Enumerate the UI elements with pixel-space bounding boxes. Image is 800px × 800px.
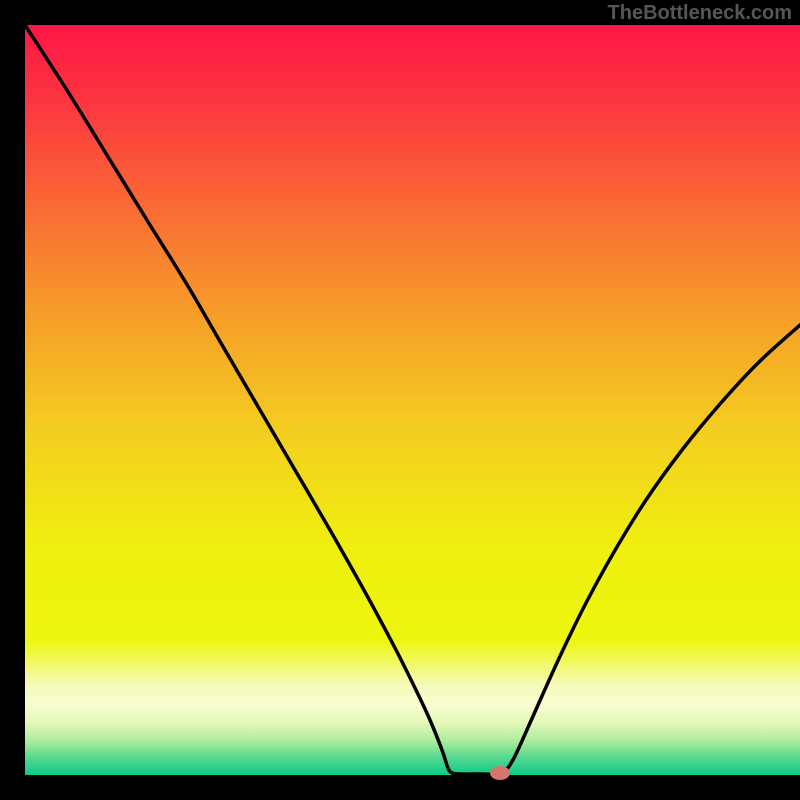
chart-container: TheBottleneck.com bbox=[0, 0, 800, 800]
optimal-point-marker bbox=[490, 766, 510, 780]
bottleneck-chart bbox=[0, 0, 800, 800]
plot-area bbox=[25, 25, 800, 775]
